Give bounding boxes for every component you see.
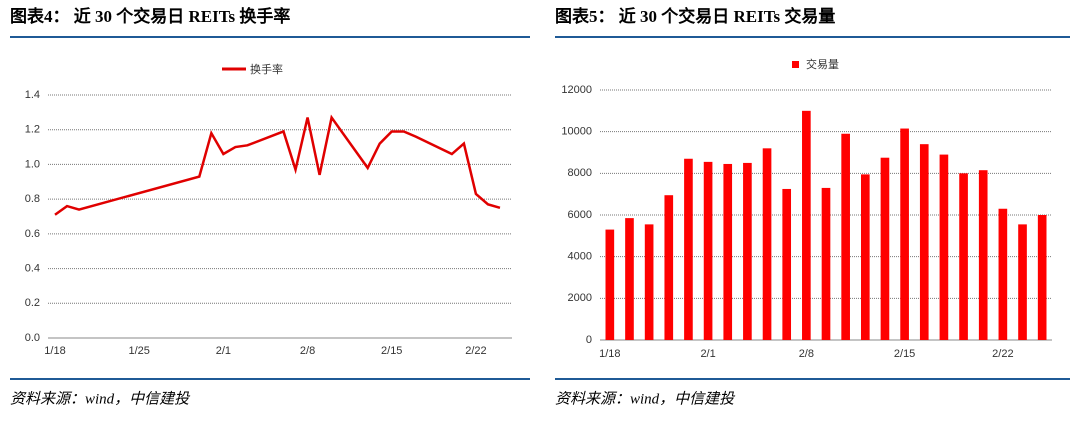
y-tick-label: 0.0 xyxy=(25,332,40,344)
x-tick-label: 2/22 xyxy=(465,345,486,357)
y-tick-label: 6000 xyxy=(568,209,592,221)
y-tick-label: 0 xyxy=(586,334,592,346)
bar xyxy=(802,110,811,340)
bar xyxy=(939,154,949,340)
bar xyxy=(625,218,634,340)
x-tick-label: 2/15 xyxy=(381,345,402,357)
bar xyxy=(959,173,968,340)
bar xyxy=(743,162,752,340)
x-tick-label: 1/25 xyxy=(128,345,149,357)
x-tick-label: 1/18 xyxy=(44,345,65,357)
y-tick-label: 2000 xyxy=(568,292,592,304)
x-tick-label: 1/18 xyxy=(599,348,620,360)
chart-title: 图表5： 近 30 个交易日 REITs 交易量 xyxy=(555,6,835,26)
x-tick-label: 2/1 xyxy=(216,345,231,357)
y-tick-label: 0.4 xyxy=(25,262,40,274)
source: 资料来源：wind，中信建投 xyxy=(10,390,191,407)
x-tick-label: 2/8 xyxy=(300,345,315,357)
legend-label: 换手率 xyxy=(250,62,283,76)
y-tick-label: 1.2 xyxy=(25,124,40,136)
x-tick-label: 2/1 xyxy=(700,348,715,360)
bar xyxy=(860,174,870,340)
bar xyxy=(684,158,693,340)
legend-swatch xyxy=(792,61,799,68)
y-tick-label: 12000 xyxy=(561,84,592,96)
bar xyxy=(998,208,1008,340)
y-tick-label: 0.6 xyxy=(25,228,40,240)
bar xyxy=(1037,215,1047,340)
x-tick-label: 2/8 xyxy=(799,348,814,360)
bar xyxy=(703,161,713,340)
y-tick-label: 1.4 xyxy=(25,89,40,101)
legend-label: 交易量 xyxy=(806,57,839,71)
y-tick-label: 0.8 xyxy=(25,193,40,205)
bar xyxy=(605,229,615,340)
source: 资料来源：wind，中信建投 xyxy=(555,390,736,407)
y-tick-label: 4000 xyxy=(568,251,592,263)
x-tick-label: 2/22 xyxy=(992,348,1013,360)
bar xyxy=(900,128,909,340)
bar xyxy=(1018,224,1027,340)
y-tick-label: 0.2 xyxy=(25,297,40,309)
line xyxy=(54,114,501,216)
y-tick-label: 10000 xyxy=(561,126,592,138)
bar xyxy=(723,163,733,340)
bar xyxy=(782,188,792,340)
bar xyxy=(644,224,654,340)
bar xyxy=(762,148,772,340)
y-tick-label: 8000 xyxy=(568,167,592,179)
bar xyxy=(919,144,929,340)
bar xyxy=(821,187,831,340)
bar xyxy=(880,157,890,340)
bar xyxy=(664,195,674,340)
bar xyxy=(978,170,988,340)
y-tick-label: 1.0 xyxy=(25,158,40,170)
bar xyxy=(841,133,850,340)
chart-title: 图表4： 近 30 个交易日 REITs 换手率 xyxy=(10,6,290,26)
x-tick-label: 2/15 xyxy=(894,348,915,360)
